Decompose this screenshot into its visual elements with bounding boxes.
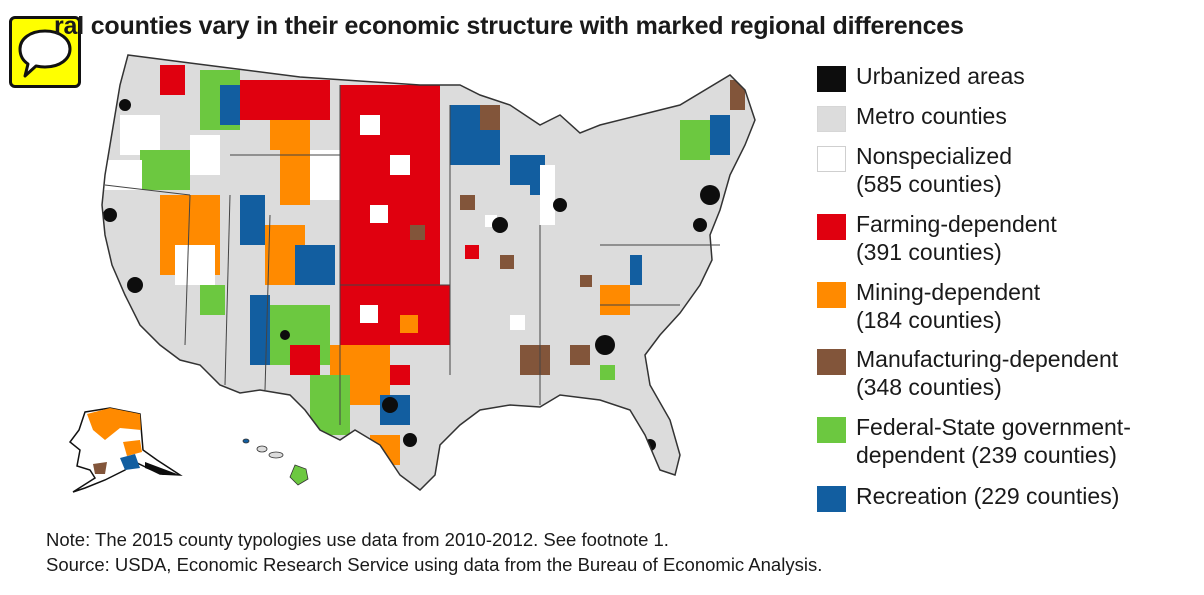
mining-swatch-icon <box>817 282 846 308</box>
speech-bubble-icon[interactable] <box>9 16 81 88</box>
us-county-map <box>40 45 810 520</box>
legend-label: Mining-dependent (184 counties) <box>856 279 1041 333</box>
farming-swatch-icon <box>817 214 846 240</box>
footnotes: Note: The 2015 county typologies use dat… <box>46 527 822 577</box>
federal-state-swatch-icon <box>817 417 846 443</box>
metro-swatch-icon <box>817 106 846 132</box>
legend-item-urbanized: Urbanized areas <box>817 62 1025 92</box>
legend-item-farming: Farming-dependent (391 counties) <box>817 210 1057 266</box>
urbanized-swatch-icon <box>817 66 846 92</box>
legend-label: Recreation (229 counties) <box>856 483 1120 509</box>
recreation-swatch-icon <box>817 486 846 512</box>
legend-item-metro: Metro counties <box>817 102 1007 132</box>
legend-label: Farming-dependent (391 counties) <box>856 211 1057 265</box>
legend-item-federal-state: Federal-State government- dependent (239… <box>817 413 1131 469</box>
legend-item-manufacturing: Manufacturing-dependent (348 counties) <box>817 345 1118 401</box>
nonspecialized-swatch-icon <box>817 146 846 172</box>
legend-label: Metro counties <box>856 103 1007 129</box>
legend-item-nonspecialized: Nonspecialized (585 counties) <box>817 142 1012 198</box>
legend-label: Manufacturing-dependent (348 counties) <box>856 346 1119 400</box>
legend-item-recreation: Recreation (229 counties) <box>817 482 1119 512</box>
note-text: Note: The 2015 county typologies use dat… <box>46 529 669 550</box>
chart-title: ral counties vary in their economic stru… <box>54 12 964 40</box>
legend-item-mining: Mining-dependent (184 counties) <box>817 278 1040 334</box>
manufacturing-swatch-icon <box>817 349 846 375</box>
legend-label: Federal-State government- dependent (239… <box>856 414 1131 468</box>
legend-label: Urbanized areas <box>856 63 1025 89</box>
legend-label: Nonspecialized (585 counties) <box>856 143 1012 197</box>
source-text: Source: USDA, Economic Research Service … <box>46 554 823 575</box>
